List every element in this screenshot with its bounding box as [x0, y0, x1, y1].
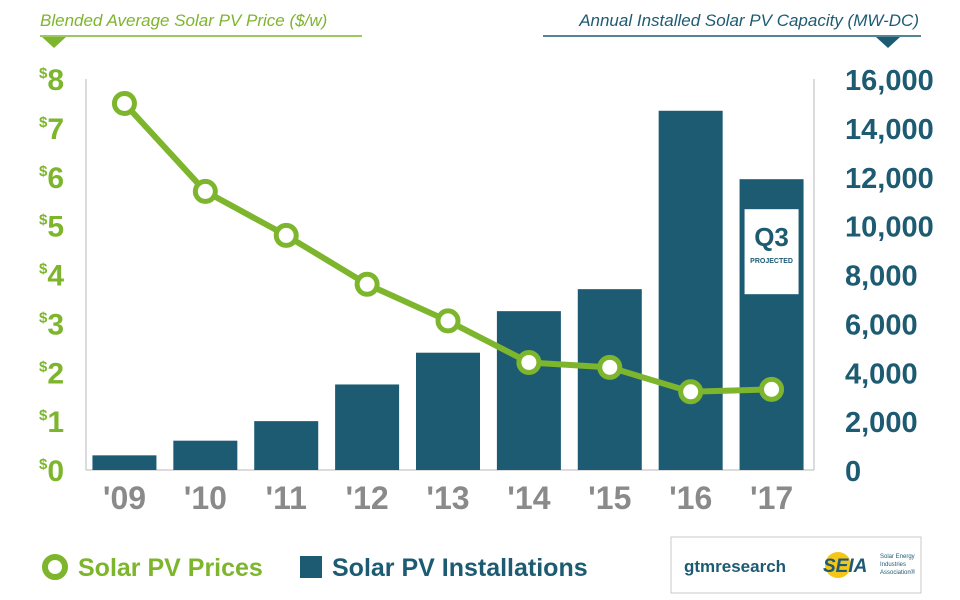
- left-tick-label: $4: [39, 260, 64, 293]
- x-axis-ticks: '09 '10 '11 '12 '13 '14 '15 '16 '17: [103, 480, 793, 516]
- installations-bar: [173, 440, 238, 470]
- installations-bar: [496, 311, 561, 470]
- right-tick-label: 16,000: [845, 65, 934, 97]
- legend-installations-label: Solar PV Installations: [332, 554, 588, 582]
- x-tick-label: '16: [669, 480, 712, 516]
- right-tick-label: 14,000: [845, 114, 934, 146]
- installations-bar: [416, 352, 480, 470]
- left-axis-title-pointer: [42, 37, 66, 48]
- legend-prices-marker: [42, 554, 68, 580]
- logos-frame: [670, 536, 922, 594]
- price-point: [759, 376, 785, 402]
- left-tick-label: $1: [39, 406, 64, 439]
- logos-box: gtmresearch SEIA Solar Energy Industries…: [670, 536, 922, 594]
- price-point: [111, 90, 137, 116]
- right-tick-label: 10,000: [845, 212, 934, 244]
- right-tick-label: 0: [845, 456, 861, 488]
- left-tick-label: $7: [39, 113, 64, 146]
- seia-name-line3: Association®: [880, 569, 916, 576]
- projected-label-text: PROJECTED: [750, 258, 793, 265]
- installations-bar: [254, 421, 319, 470]
- seia-sun-logo: [825, 552, 851, 578]
- price-point: [192, 178, 218, 204]
- installations-bar: [335, 384, 400, 470]
- price-point: [435, 308, 461, 334]
- x-tick-label: '10: [184, 480, 227, 516]
- x-tick-label: '17: [750, 480, 793, 516]
- left-tick-label: $5: [39, 211, 64, 244]
- left-axis-ticks: $0 $1 $2 $3 $4 $5 $6 $7 $8: [39, 64, 64, 488]
- seia-name-line1: Solar Energy: [880, 554, 915, 560]
- seia-logo: SEIA: [823, 556, 867, 577]
- x-tick-label: '15: [588, 480, 631, 516]
- left-tick-label: $3: [39, 308, 64, 341]
- installations-bars: [92, 110, 804, 471]
- projected-label-q3: Q3: [754, 222, 789, 252]
- installations-bar: [658, 110, 723, 471]
- x-tick-label: '12: [346, 480, 389, 516]
- x-tick-label: '09: [103, 480, 146, 516]
- x-tick-label: '14: [507, 480, 550, 516]
- projected-annotation: Q3 PROJECTED: [744, 209, 799, 295]
- right-tick-label: 4,000: [845, 358, 918, 390]
- price-point: [597, 354, 623, 380]
- seia-name-line2: Industries: [880, 562, 906, 568]
- left-tick-label: $2: [39, 357, 64, 390]
- price-point: [516, 349, 542, 375]
- legend-installations-marker: [300, 556, 322, 578]
- price-point: [354, 271, 380, 297]
- right-tick-label: 8,000: [845, 261, 918, 293]
- right-tick-label: 12,000: [845, 163, 934, 195]
- right-tick-label: 6,000: [845, 309, 918, 341]
- right-tick-label: 2,000: [845, 407, 918, 439]
- installations-bar: [92, 455, 157, 470]
- prices-line: [111, 90, 785, 405]
- left-tick-label: $6: [39, 162, 64, 195]
- price-point: [678, 379, 704, 405]
- projected-label-box: [744, 209, 799, 295]
- gtm-research-logo: gtmresearch: [684, 557, 786, 576]
- right-axis-title: Annual Installed Solar PV Capacity (MW-D…: [578, 11, 919, 30]
- left-tick-label: $8: [39, 64, 64, 97]
- x-tick-label: '11: [266, 480, 307, 516]
- left-axis-title: Blended Average Solar PV Price ($/w): [40, 11, 327, 30]
- legend-prices-label: Solar PV Prices: [78, 554, 263, 582]
- left-tick-label: $0: [39, 455, 64, 488]
- price-point: [273, 222, 299, 248]
- x-tick-label: '13: [426, 480, 469, 516]
- right-axis-title-pointer: [876, 37, 900, 48]
- right-axis-ticks: 0 2,000 4,000 6,000 8,000 10,000 12,000 14,000 1…: [845, 65, 934, 488]
- legend: Solar PV Prices Solar PV Installations: [42, 554, 588, 582]
